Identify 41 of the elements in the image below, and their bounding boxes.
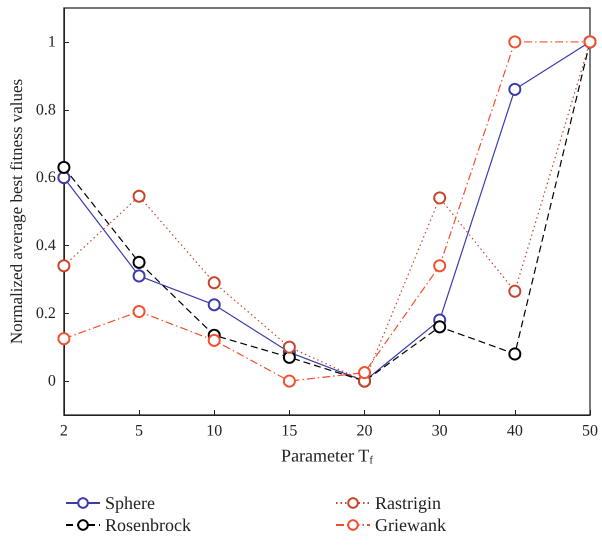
legend-label: Sphere [105,493,155,513]
point [508,82,522,96]
y-axis-title: Normalized average best fitness values [7,78,26,344]
x-tick-label: 15 [281,422,298,440]
x-tick-label: 20 [356,422,373,440]
x-tick-label: 5 [135,422,144,440]
point [208,334,221,347]
point [508,284,522,298]
y-tick-label: 0 [48,372,56,390]
y-tick-label: 0.6 [36,169,56,186]
x-tick-label: 2 [60,422,68,440]
point [132,269,146,282]
x-tick-label: 50 [582,422,598,440]
legend-label: Rastrigin [375,493,441,513]
point [508,347,522,360]
point [208,276,221,290]
point [433,259,446,272]
y-tick-label: 0.8 [36,101,56,118]
x-tick-label: 40 [506,422,523,440]
point [282,350,296,364]
point [57,259,70,272]
point [282,340,296,354]
point [433,191,446,204]
point [57,171,70,184]
y-tick-label: 0.2 [36,304,56,322]
point [57,160,70,174]
y-tick-label: 1 [48,33,56,50]
x-tick-label: 30 [432,422,448,440]
point [358,366,372,380]
y-tick-label: 0.4 [36,236,56,254]
x-tick-label: 10 [206,422,222,440]
legend-label: Rosenbrock [105,515,191,535]
point [132,190,146,203]
point [132,256,146,269]
legend-label: Griewank [375,515,446,535]
point [132,305,146,318]
point [57,332,70,346]
point [282,374,296,388]
point [433,320,446,334]
point [208,298,221,312]
point [508,35,522,48]
